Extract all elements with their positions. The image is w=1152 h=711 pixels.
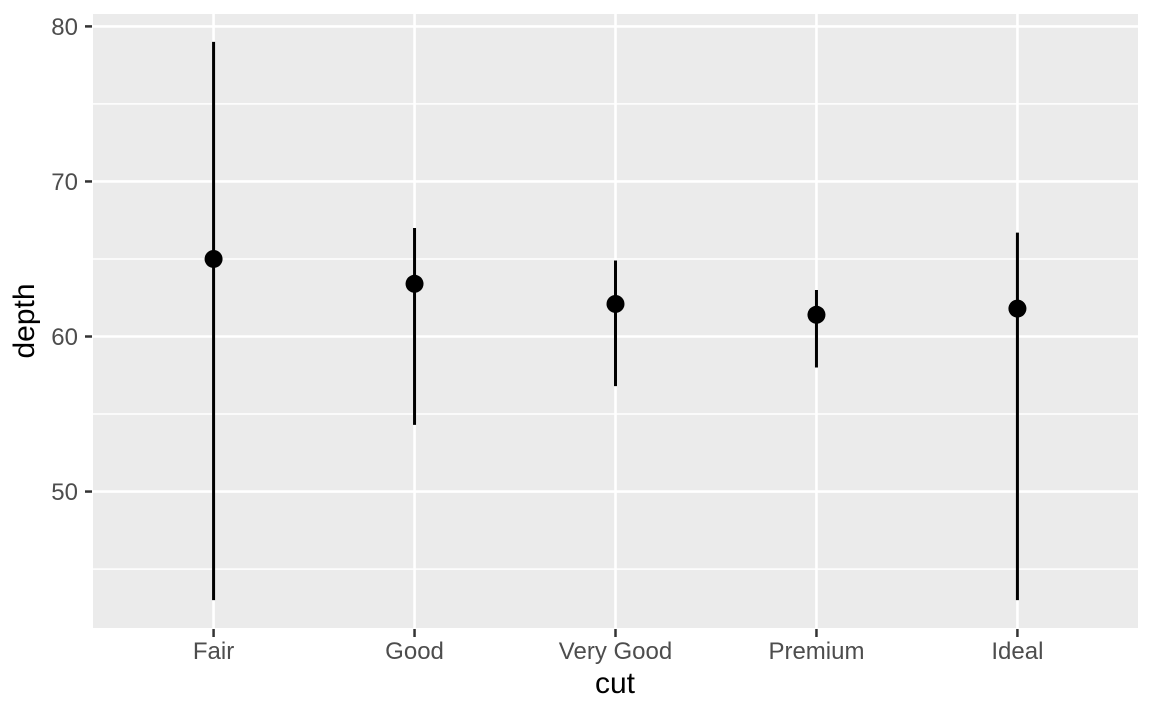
point-good [405,274,424,293]
pointrange-fair [204,41,223,601]
x-axis-tick-label-premium: Premium [768,638,864,665]
x-axis-tick-label-ideal: Ideal [991,638,1043,665]
x-axis-tick-label-good: Good [385,638,444,665]
y-axis-tick-label-50: 50 [51,479,78,506]
pointrange-ideal [1008,232,1027,601]
pointrange-premium [807,289,826,368]
x-axis-title: cut [594,667,636,700]
y-axis-tick-label-60: 60 [51,324,78,351]
point-fair [204,249,223,268]
y-axis-tick-label-70: 70 [51,169,78,196]
x-axis-tick-label-fair: Fair [193,638,234,665]
pointrange-very-good [606,260,625,387]
point-premium [807,305,826,324]
y-axis-tick-label-80: 80 [51,14,78,41]
point-ideal [1008,299,1027,318]
y-axis-title: depth [8,283,41,359]
pointrange-good [405,227,424,425]
x-axis-tick-label-very-good: Very Good [559,638,672,665]
point-very-good [606,294,625,313]
